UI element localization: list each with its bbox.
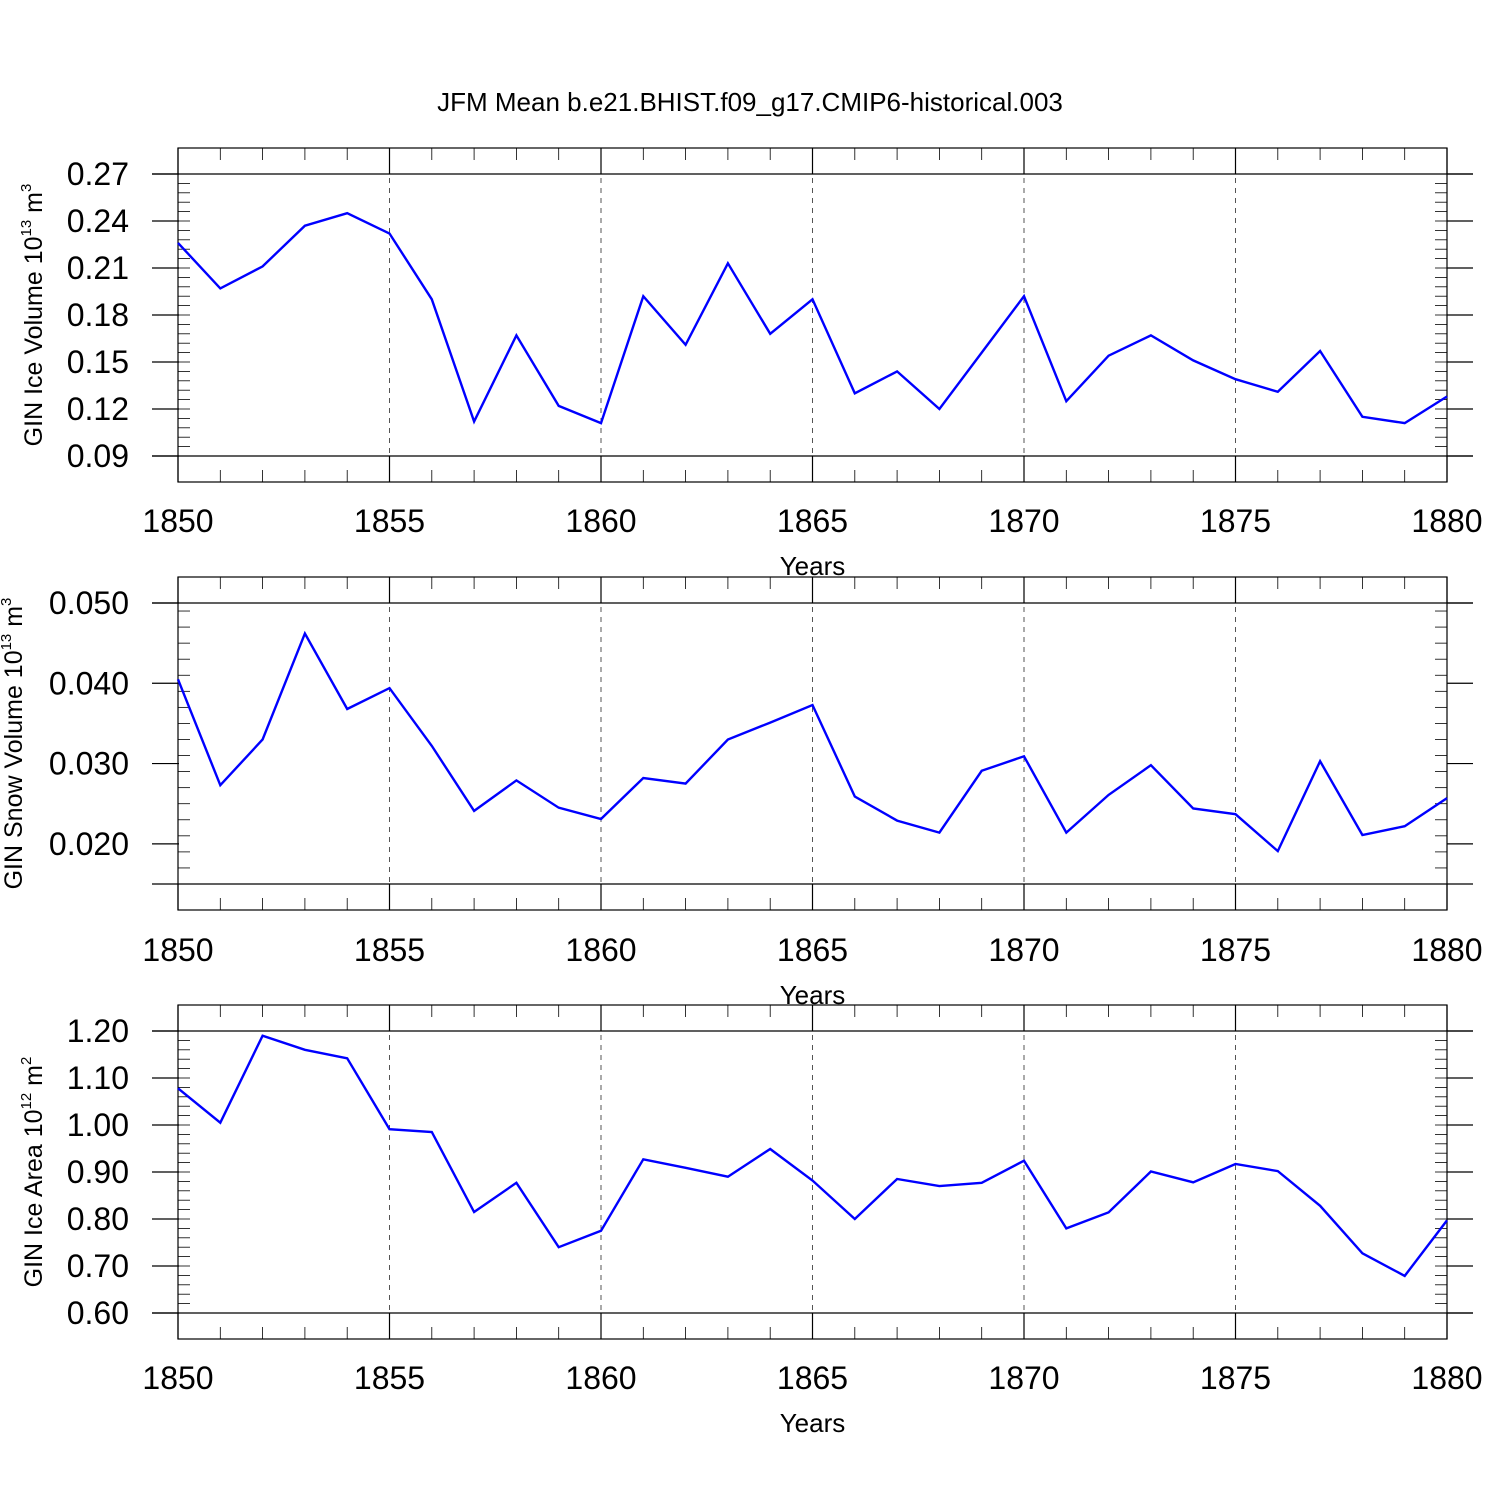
- y-tick-label: 0.60: [67, 1295, 129, 1331]
- y-tick-label: 0.80: [67, 1201, 129, 1237]
- x-tick-label: 1860: [565, 503, 636, 539]
- x-tick-label: 1850: [142, 1360, 213, 1396]
- y-tick-label: 0.050: [49, 585, 129, 621]
- y-tick-label: 0.020: [49, 826, 129, 862]
- panel-ice-volume: 0.09 0.12 0.15 0.18 0.21 0.24 0.27 1850 1855 1860…: [18, 147, 1483, 581]
- y-tick-label: 1.10: [67, 1060, 129, 1096]
- x-tick-label: 1865: [777, 932, 848, 968]
- x-tick-label: 1860: [565, 932, 636, 968]
- plot-frame: [177, 576, 1448, 911]
- x-tick-label: 1875: [1200, 1360, 1271, 1396]
- y-tick-label: 0.030: [49, 746, 129, 782]
- x-tick-label: 1855: [354, 503, 425, 539]
- x-tick-label: 1870: [988, 503, 1059, 539]
- x-tick-label: 1860: [565, 1360, 636, 1396]
- figure-title: JFM Mean b.e21.BHIST.f09_g17.CMIP6-histo…: [437, 87, 1063, 117]
- x-tick-label: 1870: [988, 1360, 1059, 1396]
- x-tick-label: 1865: [777, 503, 848, 539]
- plot-frame: [177, 147, 1448, 483]
- panel-snow-volume: 0.020 0.030 0.040 0.050 1850 1855 1860 1865 1870…: [0, 576, 1483, 1010]
- y-tick-label: 0.21: [67, 250, 129, 286]
- y-tick-label: 0.09: [67, 438, 129, 474]
- panel-ice-area: 0.60 0.70 0.80 0.90 1.00 1.10 1.20 1850 1855 1860…: [18, 1004, 1483, 1438]
- y-axis-title: GIN Snow Volume 1013 m3: [0, 598, 28, 890]
- y-tick-label: 0.15: [67, 344, 129, 380]
- y-axis-title: GIN Ice Volume 1013 m3: [18, 184, 48, 447]
- x-tick-label: 1880: [1411, 932, 1482, 968]
- x-axis-title: Years: [780, 1408, 846, 1438]
- series-line: [177, 1034, 1448, 1278]
- y-tick-label: 0.040: [49, 665, 129, 701]
- y-tick-label: 0.24: [67, 203, 129, 239]
- x-tick-label: 1880: [1411, 503, 1482, 539]
- x-tick-label: 1880: [1411, 1360, 1482, 1396]
- y-tick-label: 1.20: [67, 1013, 129, 1049]
- x-tick-label: 1875: [1200, 503, 1271, 539]
- y-tick-label: 1.00: [67, 1107, 129, 1143]
- series-line: [176, 630, 1448, 854]
- y-tick-label: 0.18: [67, 297, 129, 333]
- x-tick-label: 1850: [142, 932, 213, 968]
- x-tick-label: 1870: [988, 932, 1059, 968]
- x-tick-label: 1855: [354, 1360, 425, 1396]
- x-axis-title: Years: [780, 551, 846, 581]
- x-tick-label: 1865: [777, 1360, 848, 1396]
- y-axis-title: GIN Ice Area 1012 m2: [18, 1057, 48, 1288]
- plot-frame: [177, 1004, 1448, 1340]
- y-tick-label: 0.90: [67, 1154, 129, 1190]
- series-line: [177, 211, 1448, 425]
- x-tick-label: 1850: [142, 503, 213, 539]
- y-tick-label: 0.70: [67, 1248, 129, 1284]
- y-tick-label: 0.12: [67, 391, 129, 427]
- x-tick-label: 1855: [354, 932, 425, 968]
- x-tick-label: 1875: [1200, 932, 1271, 968]
- y-tick-label: 0.27: [67, 156, 129, 192]
